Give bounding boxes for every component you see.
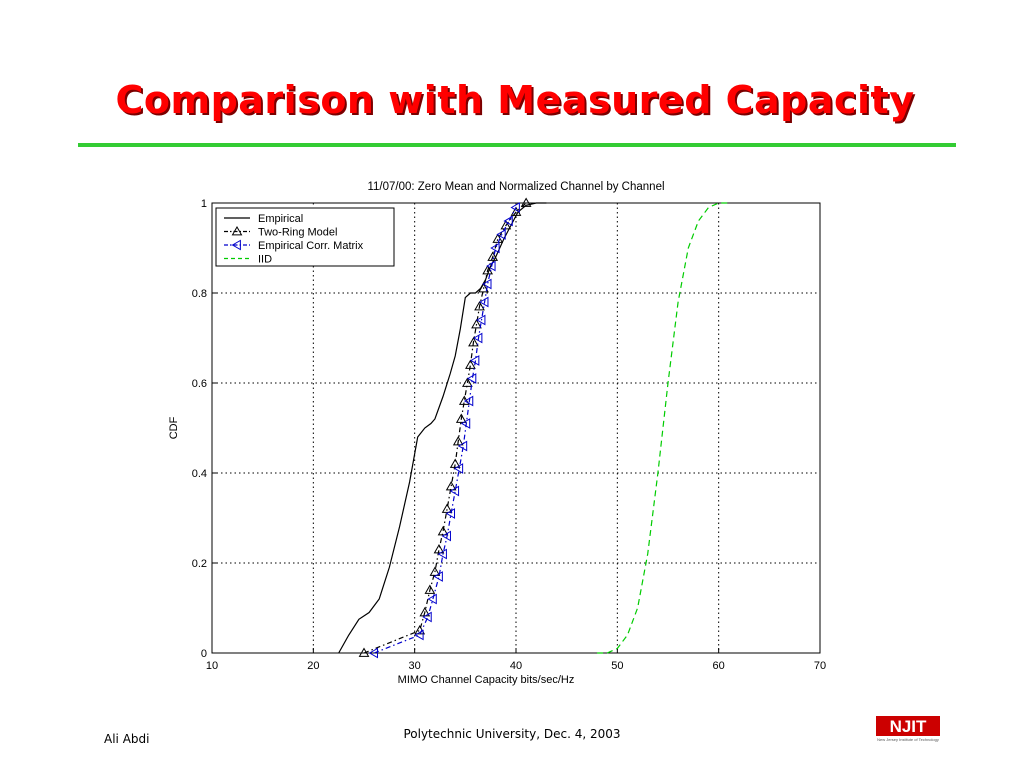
footer-author: Ali Abdi [104,732,150,746]
data-point [496,229,506,240]
chart-title: 11/07/00: Zero Mean and Normalized Chann… [367,181,664,193]
legend-label: Empirical [258,213,303,225]
data-point [474,300,485,311]
data-point [368,647,379,659]
data-point [441,503,453,513]
data-point [460,418,471,429]
x-tick-label: 40 [510,660,522,672]
data-point [487,251,499,261]
series-line [363,202,527,654]
data-point [422,611,432,623]
legend-marker [231,239,241,251]
data-point [468,336,479,347]
data-point [466,373,477,384]
data-point [433,543,445,554]
data-point [486,260,496,272]
data-point [471,318,482,329]
y-tick-label: 0.4 [192,468,207,480]
legend-label: Empirical Corr. Matrix [258,240,364,252]
y-tick-label: 0 [201,648,207,660]
data-point [414,629,424,641]
data-point [482,264,493,275]
data-point [437,525,449,536]
x-tick-label: 20 [307,660,319,672]
data-point [358,647,370,657]
x-tick-label: 70 [814,660,826,672]
data-point [476,314,486,326]
footer-venue: Polytechnic University, Dec. 4, 2003 [403,727,621,741]
x-axis-label: MIMO Channel Capacity bits/sec/Hz [398,674,575,686]
title-divider [78,143,956,147]
y-tick-label: 1 [201,198,207,210]
series-line [597,202,729,654]
data-point [492,233,504,243]
data-point [457,440,468,452]
data-point [445,508,456,519]
data-point [469,355,480,366]
cdf-chart: 11/07/00: Zero Mean and Normalized Chann… [168,181,826,686]
data-point [424,584,436,594]
y-axis-label: CDF [168,416,180,439]
data-point [490,242,500,254]
data-point [449,458,461,468]
series-empirical-corr-matrix [368,202,520,659]
data-point [455,413,467,423]
series-two-ring-model [358,197,532,657]
data-point [463,395,474,407]
slide-title: Comparison with Measured Capacity [115,78,915,122]
data-point [449,485,460,497]
data-point [461,377,473,387]
data-point [478,282,489,293]
series-iid [597,202,729,654]
series-empirical [338,202,547,654]
data-point [472,332,483,344]
data-point [453,463,464,474]
data-point [452,435,464,446]
data-point [500,219,512,230]
series-line [373,207,517,654]
data-point [441,530,451,542]
data-point [503,215,513,227]
legend-marker [231,225,243,236]
legend-label: Two-Ring Model [258,227,337,239]
data-point [427,593,437,605]
svg-text:NJIT: NJIT [890,717,927,736]
y-tick-label: 0.6 [192,378,207,390]
legend-label: IID [258,254,272,266]
data-point [437,548,447,560]
x-tick-label: 60 [713,660,725,672]
data-point [510,202,520,213]
data-point [429,566,441,576]
data-point [479,296,489,308]
series-line [338,202,547,654]
svg-text:New Jersey Institute of Techno: New Jersey Institute of Technology [877,737,939,742]
x-tick-label: 10 [206,660,218,672]
data-point [520,197,532,207]
x-tick-label: 30 [409,660,421,672]
njit-logo: NJIT New Jersey Institute of Technology [876,716,940,742]
data-point [465,359,476,369]
y-tick-label: 0.2 [192,558,207,570]
data-point [433,571,443,582]
data-point [482,278,492,290]
data-point [445,480,457,491]
y-tick-label: 0.8 [192,288,207,300]
x-tick-label: 50 [611,660,623,672]
